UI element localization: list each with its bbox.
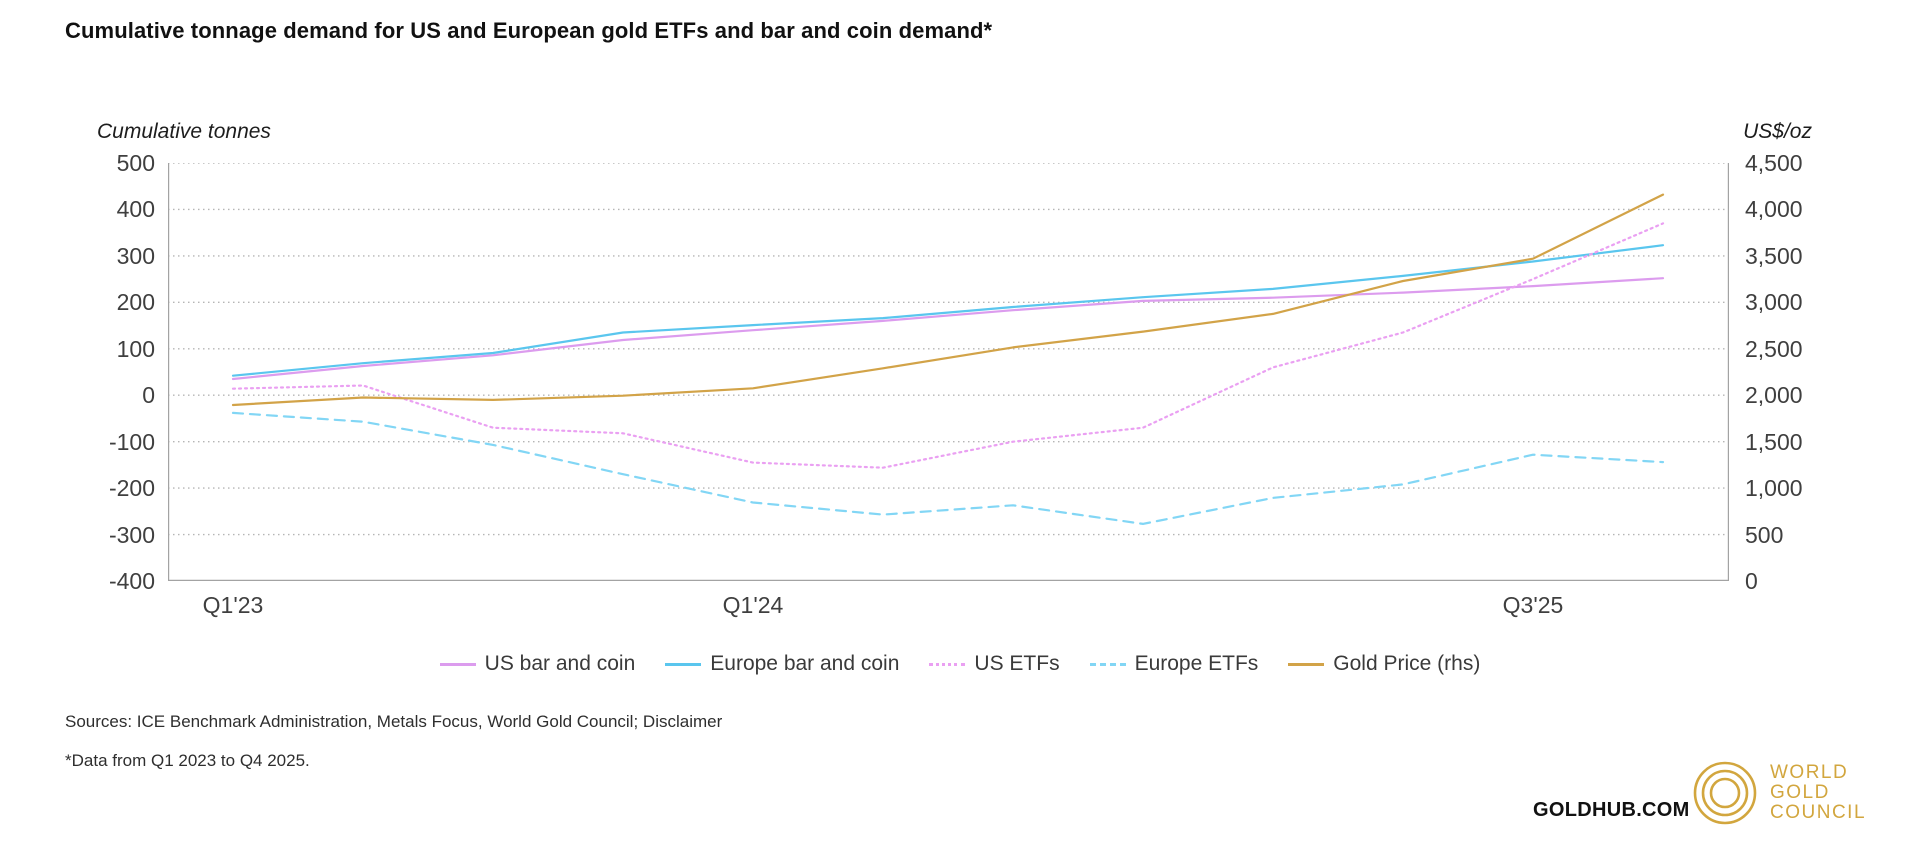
y-right-tick-label: 2,500 bbox=[1745, 335, 1803, 362]
y-right-tick-label: 3,500 bbox=[1745, 242, 1803, 269]
plot-area bbox=[167, 162, 1730, 582]
y-left-tick-label: 300 bbox=[116, 242, 155, 269]
x-tick-label: Q3'25 bbox=[1502, 592, 1564, 618]
sources-prefix: Sources: ICE Benchmark Administration, M… bbox=[65, 712, 643, 731]
y-left-tick-label: 200 bbox=[116, 289, 155, 316]
y-right-tick-label: 0 bbox=[1745, 568, 1758, 594]
wgc-logo-text: WORLD GOLD COUNCIL bbox=[1770, 763, 1866, 823]
footnote-text: *Data from Q1 2023 to Q4 2025. bbox=[65, 751, 310, 770]
series-line-europe-etfs bbox=[231, 411, 1665, 525]
legend-swatch-us-etfs bbox=[929, 662, 966, 666]
legend-label-us-bar-and-coin: US bar and coin bbox=[484, 652, 636, 675]
chart-title: Cumulative tonnage demand for US and Eur… bbox=[65, 18, 993, 43]
disclaimer-link[interactable]: Disclaimer bbox=[642, 712, 723, 731]
sources-text: Sources: ICE Benchmark Administration, M… bbox=[65, 712, 722, 732]
legend-item-us-etfs[interactable]: US ETFs bbox=[929, 652, 1060, 676]
y-left-tick-label: 100 bbox=[116, 335, 155, 362]
line-chart-svg bbox=[167, 162, 1730, 582]
y-right-tick-label: 500 bbox=[1745, 521, 1784, 548]
legend-item-europe-etfs[interactable]: Europe ETFs bbox=[1089, 652, 1259, 676]
goldhub-link[interactable]: GOLDHUB.COM bbox=[1533, 799, 1690, 821]
legend-label-europe-etfs: Europe ETFs bbox=[1134, 652, 1259, 675]
left-axis-title: Cumulative tonnes bbox=[97, 120, 271, 143]
legend-item-us-bar-and-coin[interactable]: US bar and coin bbox=[439, 652, 636, 676]
legend-swatch-europe-bar-and-coin bbox=[665, 662, 702, 666]
x-tick-label: Q1'24 bbox=[722, 592, 784, 618]
y-left-tick-label: 0 bbox=[142, 382, 155, 409]
series-line-us-bar-and-coin bbox=[231, 277, 1665, 381]
y-left-tick-label: 400 bbox=[116, 196, 155, 223]
series-line-us-etfs bbox=[231, 222, 1665, 469]
wgc-logo-line: COUNCIL bbox=[1770, 802, 1867, 823]
legend-item-gold-price-rhs[interactable]: Gold Price (rhs) bbox=[1288, 652, 1480, 676]
y-left-tick-label: 500 bbox=[116, 150, 155, 176]
y-right-tick-label: 1,500 bbox=[1745, 428, 1803, 455]
legend-swatch-gold-price-rhs bbox=[1288, 662, 1325, 666]
y-right-tick-label: 1,000 bbox=[1745, 475, 1803, 502]
y-left-tick-label: -100 bbox=[108, 428, 155, 455]
wgc-rings-icon bbox=[1693, 761, 1757, 825]
series-line-gold-price-rhs bbox=[231, 193, 1665, 407]
wgc-logo-line: WORLD bbox=[1770, 762, 1849, 783]
legend-item-europe-bar-and-coin[interactable]: Europe bar and coin bbox=[665, 652, 899, 676]
x-tick-label: Q1'23 bbox=[202, 592, 264, 618]
chart-legend: US bar and coin Europe bar and coin US ETF… bbox=[0, 652, 1920, 676]
legend-label-europe-bar-and-coin: Europe bar and coin bbox=[710, 652, 900, 675]
y-left-tick-label: -400 bbox=[108, 568, 155, 594]
legend-label-gold-price-rhs: Gold Price (rhs) bbox=[1333, 652, 1481, 675]
wgc-logo-line: GOLD bbox=[1770, 782, 1830, 803]
y-left-tick-label: -300 bbox=[108, 521, 155, 548]
y-right-tick-label: 4,000 bbox=[1745, 196, 1803, 223]
series-line-europe-bar-and-coin bbox=[231, 244, 1665, 377]
y-right-tick-label: 4,500 bbox=[1745, 150, 1803, 176]
legend-swatch-us-bar-and-coin bbox=[439, 662, 476, 666]
legend-label-us-etfs: US ETFs bbox=[974, 652, 1060, 675]
y-left-tick-label: -200 bbox=[108, 475, 155, 502]
y-right-tick-label: 2,000 bbox=[1745, 382, 1803, 409]
world-gold-council-logo[interactable]: WORLD GOLD COUNCIL bbox=[1692, 760, 1866, 826]
right-axis-title: US$/oz bbox=[1743, 120, 1812, 143]
legend-swatch-europe-etfs bbox=[1089, 662, 1126, 666]
y-right-tick-label: 3,000 bbox=[1745, 289, 1803, 316]
